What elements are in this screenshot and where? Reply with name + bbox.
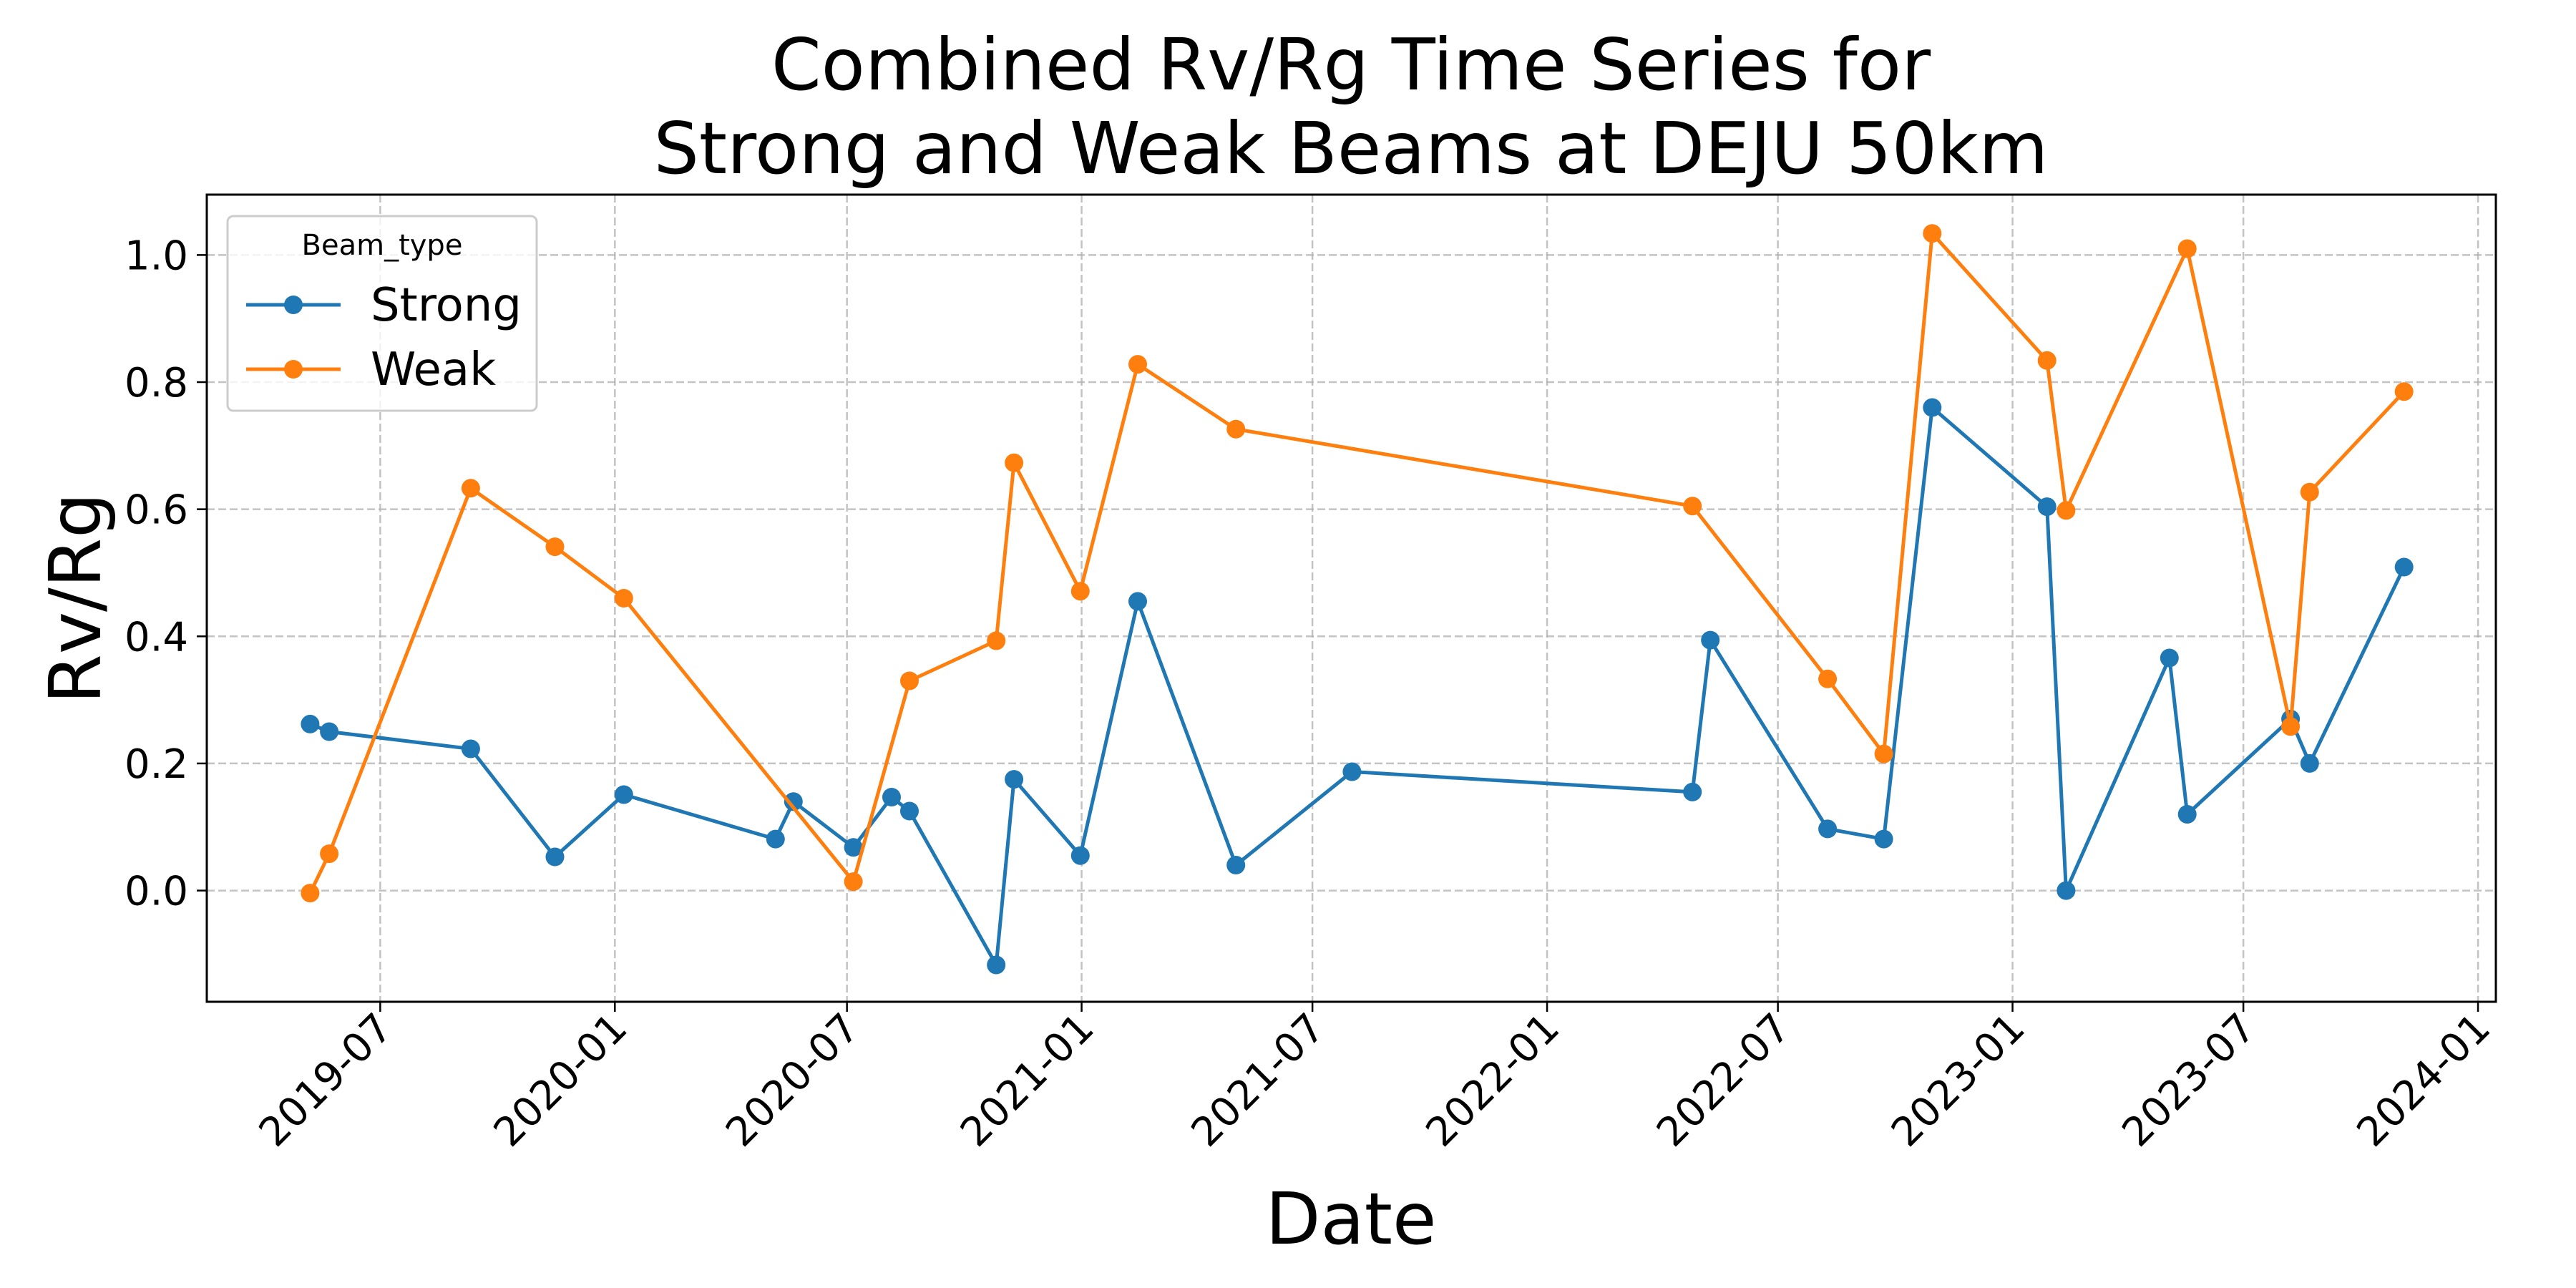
chart-title-line-2: Strong and Weak Beams at DEJU 50km <box>653 107 2048 190</box>
series-line-weak <box>308 231 2406 894</box>
data-point-strong <box>2300 753 2319 773</box>
plot-series <box>301 224 2414 975</box>
data-point-weak <box>1874 744 1893 763</box>
data-point-weak <box>1683 497 1702 516</box>
legend-weak-marker <box>284 360 303 379</box>
legend-strong-marker <box>284 296 303 314</box>
data-point-strong <box>784 792 803 811</box>
data-point-weak <box>1128 355 1147 374</box>
data-point-weak <box>844 872 863 892</box>
data-point-strong <box>2177 805 2197 824</box>
y-tick-label: 0.0 <box>125 869 188 915</box>
data-point-strong <box>461 739 480 758</box>
grid <box>207 195 2496 1002</box>
data-point-weak <box>1923 224 1942 243</box>
data-point-strong <box>882 788 901 806</box>
data-point-strong <box>1818 819 1838 839</box>
data-point-weak <box>461 479 480 498</box>
x-axis-label: Date <box>1265 1177 1436 1261</box>
data-point-weak <box>545 537 565 557</box>
data-point-strong <box>614 785 633 804</box>
data-point-weak <box>2300 482 2319 502</box>
y-tick-label: 0.2 <box>125 741 188 788</box>
data-point-strong <box>301 714 320 733</box>
data-point-strong <box>320 722 339 741</box>
data-point-strong <box>1874 829 1893 849</box>
data-point-strong <box>2037 497 2057 517</box>
data-point-weak <box>320 844 339 864</box>
data-point-weak <box>2394 382 2414 401</box>
data-point-strong <box>2160 648 2179 668</box>
data-point-weak <box>1005 453 1024 472</box>
data-point-strong <box>2394 557 2414 577</box>
legend: Beam_type Strong Weak <box>226 215 538 412</box>
y-tick-label: 0.8 <box>125 360 188 406</box>
data-point-strong <box>1005 770 1024 789</box>
data-point-weak <box>301 884 320 903</box>
data-point-strong <box>1701 630 1720 650</box>
legend-box <box>226 215 538 412</box>
data-point-strong <box>545 847 565 867</box>
data-point-weak <box>987 631 1006 650</box>
data-point-weak <box>1070 582 1090 601</box>
series-line-strong <box>309 406 2406 967</box>
legend-strong-label: Strong <box>371 279 522 332</box>
data-point-weak <box>900 671 919 691</box>
data-point-weak <box>1818 669 1838 688</box>
data-point-strong <box>1923 398 1942 417</box>
legend-weak-label: Weak <box>371 343 496 396</box>
data-point-strong <box>1683 782 1702 801</box>
data-point-weak <box>614 589 633 608</box>
data-point-strong <box>1342 762 1362 781</box>
data-point-strong <box>1128 592 1147 611</box>
data-point-strong <box>1226 856 1246 874</box>
y-tick-label: 0.4 <box>125 614 188 660</box>
data-point-weak <box>1226 419 1246 439</box>
legend-title: Beam_type <box>302 229 463 262</box>
data-point-strong <box>2057 881 2076 900</box>
data-point-weak <box>2037 351 2057 370</box>
chart-title-line-1: Combined Rv/Rg Time Series for <box>771 23 1931 107</box>
data-point-strong <box>766 829 785 849</box>
y-axis-label: Rv/Rg <box>34 492 117 703</box>
data-point-strong <box>1070 846 1090 865</box>
y-tick-label: 0.6 <box>125 487 188 534</box>
data-point-weak <box>2281 717 2301 736</box>
data-point-strong <box>844 838 863 857</box>
data-point-weak <box>2057 501 2076 520</box>
data-point-strong <box>987 955 1006 975</box>
plot-frame <box>205 193 2497 1003</box>
data-point-weak <box>2177 239 2197 258</box>
y-tick-label: 1.0 <box>125 233 188 279</box>
data-point-strong <box>900 801 919 821</box>
